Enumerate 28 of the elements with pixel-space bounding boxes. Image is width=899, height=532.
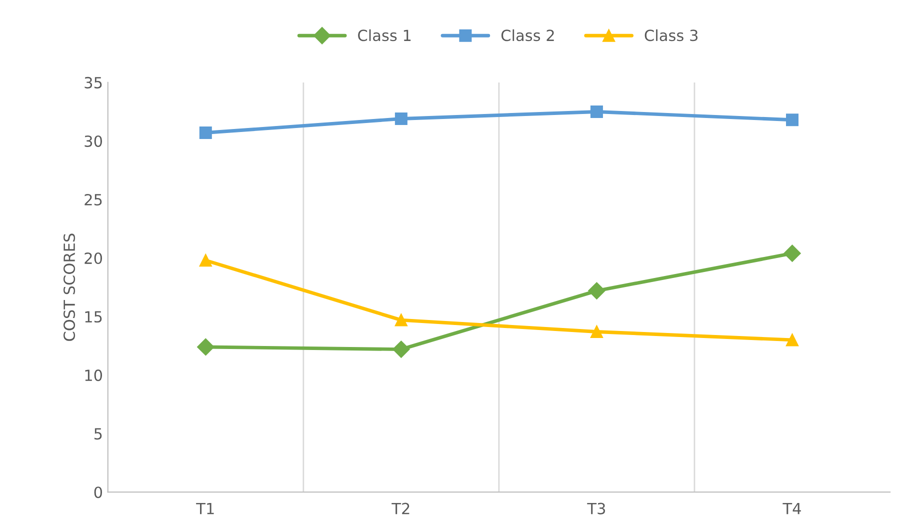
y-tick-label: 25 (84, 194, 102, 206)
point (590, 326, 603, 338)
legend-label: Class 3 (644, 29, 698, 42)
point (588, 282, 606, 300)
point (590, 105, 603, 118)
y-tick-label: 35 (84, 76, 102, 88)
legend-label: Class 1 (358, 29, 411, 42)
point (394, 314, 408, 326)
point (392, 340, 410, 358)
y-tick-label: 20 (84, 252, 102, 264)
legend-label: Class 2 (501, 29, 554, 42)
point (197, 338, 214, 356)
point (199, 254, 212, 267)
point (786, 334, 798, 346)
x-tick-label: T3 (587, 502, 606, 514)
y-tick-label: 15 (85, 311, 102, 323)
y-axis-title: COST SCORES (64, 234, 76, 341)
x-tick-label: T1 (196, 502, 214, 514)
point (784, 244, 801, 262)
x-tick-label: T2 (392, 502, 410, 514)
point (199, 126, 212, 140)
y-tick-label: 5 (94, 428, 102, 440)
point (786, 114, 798, 126)
x-tick-label: T4 (782, 502, 801, 514)
y-tick-label: 10 (85, 370, 102, 382)
y-tick-label: 30 (84, 135, 102, 147)
y-tick-label: 0 (94, 486, 102, 498)
point (394, 112, 408, 125)
